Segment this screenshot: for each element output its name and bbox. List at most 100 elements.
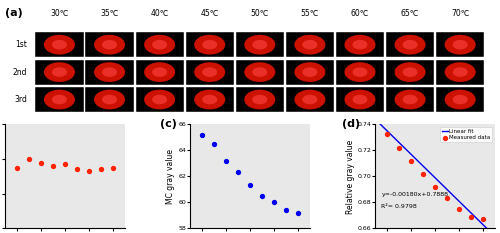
Ellipse shape	[202, 67, 217, 77]
Ellipse shape	[102, 95, 117, 104]
Ellipse shape	[244, 35, 276, 55]
Point	[282, 208, 290, 212]
Ellipse shape	[352, 95, 368, 104]
Bar	[136, 59, 184, 85]
Text: 65℃: 65℃	[401, 9, 419, 18]
Ellipse shape	[94, 90, 125, 110]
Point	[222, 159, 230, 163]
Linear fit	[486, 229, 492, 232]
Ellipse shape	[44, 90, 75, 110]
Text: 35℃: 35℃	[100, 9, 118, 18]
Bar	[386, 87, 434, 112]
Ellipse shape	[144, 35, 175, 55]
Ellipse shape	[402, 95, 417, 104]
Text: 3rd: 3rd	[14, 95, 27, 104]
Ellipse shape	[194, 90, 225, 110]
Point	[37, 161, 45, 164]
Linear fit	[482, 226, 488, 228]
Linear fit	[396, 140, 402, 143]
Measured data	[384, 132, 392, 135]
Ellipse shape	[194, 62, 225, 82]
Ellipse shape	[44, 62, 75, 82]
Bar	[236, 59, 284, 85]
Ellipse shape	[252, 67, 268, 77]
Text: 45℃: 45℃	[200, 9, 219, 18]
Point	[198, 133, 206, 137]
Line: Linear fit: Linear fit	[376, 120, 495, 233]
Bar	[336, 32, 384, 57]
Bar	[386, 59, 434, 85]
Ellipse shape	[252, 40, 268, 49]
Ellipse shape	[344, 35, 376, 55]
Bar	[186, 32, 234, 57]
Bar	[36, 87, 84, 112]
Ellipse shape	[194, 35, 225, 55]
Ellipse shape	[252, 95, 268, 104]
Text: 1st: 1st	[15, 40, 27, 49]
Point	[294, 211, 302, 215]
Bar	[336, 87, 384, 112]
Point	[246, 184, 254, 187]
Ellipse shape	[102, 40, 117, 49]
Ellipse shape	[244, 90, 276, 110]
Point	[210, 142, 218, 146]
Ellipse shape	[402, 67, 417, 77]
Ellipse shape	[152, 40, 167, 49]
Ellipse shape	[144, 62, 175, 82]
Ellipse shape	[394, 62, 426, 82]
Bar	[86, 87, 134, 112]
Text: 70℃: 70℃	[451, 9, 469, 18]
Ellipse shape	[94, 62, 125, 82]
Text: 60℃: 60℃	[351, 9, 369, 18]
Ellipse shape	[444, 90, 476, 110]
Bar	[186, 87, 234, 112]
Bar	[236, 87, 284, 112]
Text: (d): (d)	[342, 119, 360, 129]
Linear fit	[400, 145, 406, 148]
Ellipse shape	[302, 95, 318, 104]
Measured data	[408, 159, 416, 163]
Ellipse shape	[244, 62, 276, 82]
Ellipse shape	[402, 40, 417, 49]
Point	[108, 166, 116, 170]
Bar	[336, 59, 384, 85]
Point	[96, 168, 104, 171]
Text: y=-0.00180x+0.7888: y=-0.00180x+0.7888	[382, 192, 448, 197]
Ellipse shape	[294, 90, 326, 110]
Bar	[186, 59, 234, 85]
Ellipse shape	[102, 67, 117, 77]
Ellipse shape	[44, 35, 75, 55]
Bar	[86, 32, 134, 57]
Bar	[436, 32, 484, 57]
Bar	[136, 32, 184, 57]
Measured data	[420, 172, 428, 176]
Bar	[86, 59, 134, 85]
Measured data	[396, 146, 404, 150]
Bar	[436, 59, 484, 85]
Ellipse shape	[52, 67, 67, 77]
Ellipse shape	[452, 40, 468, 49]
Ellipse shape	[394, 90, 426, 110]
Ellipse shape	[294, 62, 326, 82]
Measured data	[455, 207, 463, 211]
Ellipse shape	[452, 67, 468, 77]
Bar	[36, 59, 84, 85]
Point	[61, 162, 69, 166]
Measured data	[479, 217, 487, 221]
Bar	[286, 59, 334, 85]
Text: 30℃: 30℃	[50, 9, 68, 18]
Text: 2nd: 2nd	[12, 68, 27, 77]
Ellipse shape	[444, 62, 476, 82]
Ellipse shape	[302, 40, 318, 49]
Bar	[286, 87, 334, 112]
Text: 40℃: 40℃	[150, 9, 169, 18]
Bar	[36, 32, 84, 57]
Ellipse shape	[202, 95, 217, 104]
Ellipse shape	[52, 40, 67, 49]
Ellipse shape	[352, 67, 368, 77]
Ellipse shape	[94, 35, 125, 55]
Ellipse shape	[352, 40, 368, 49]
Ellipse shape	[152, 95, 167, 104]
Ellipse shape	[152, 67, 167, 77]
Point	[84, 169, 92, 173]
